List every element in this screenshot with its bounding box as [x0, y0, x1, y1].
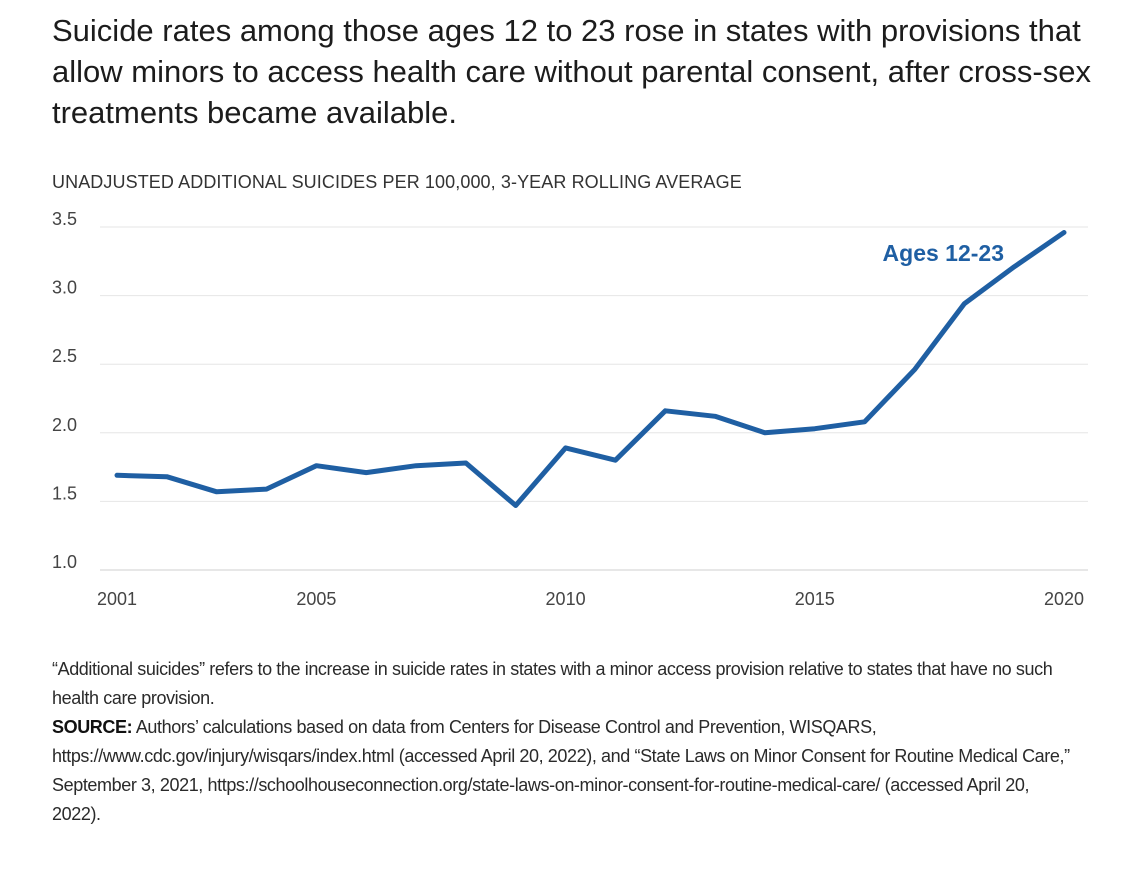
y-tick-label: 1.0 [52, 552, 77, 572]
gridlines [100, 226, 1088, 571]
y-axis-tick-labels: 1.0 1.5 2.0 2.5 3.0 3.5 [52, 209, 77, 572]
series-group: Ages 12-23 [114, 230, 1067, 508]
y-tick-label: 3.0 [52, 278, 77, 298]
source-text: Authors’ calculations based on data from… [52, 717, 1070, 824]
x-tick-label: 2005 [296, 589, 336, 609]
y-tick-label: 3.5 [52, 209, 77, 229]
y-tick-label: 2.0 [52, 415, 77, 435]
definition-note: “Additional suicides” refers to the incr… [52, 659, 1053, 708]
x-tick-label: 2015 [795, 589, 835, 609]
series-label: Ages 12-23 [883, 240, 1004, 266]
source-note: SOURCE: Authors’ calculations based on d… [52, 713, 1082, 829]
series-line [114, 230, 1067, 508]
x-axis-tick-labels: 2001 2005 2010 2015 2020 [97, 589, 1084, 609]
chart-notes: “Additional suicides” refers to the incr… [52, 655, 1082, 829]
chart-subtitle: UNADJUSTED ADDITIONAL SUICIDES PER 100,0… [52, 172, 742, 192]
x-tick-label: 2010 [546, 589, 586, 609]
y-tick-label: 2.5 [52, 346, 77, 366]
x-tick-label: 2001 [97, 589, 137, 609]
line-chart: 1.01.52.02.53.03.5 2001 2005 2010 2015 2020 … [52, 209, 1088, 609]
y-tick-label: 1.5 [52, 483, 77, 503]
source-label: SOURCE: [52, 717, 133, 737]
x-tick-label: 2020 [1044, 589, 1084, 609]
chart-title: Suicide rates among those ages 12 to 23 … [52, 13, 1091, 130]
